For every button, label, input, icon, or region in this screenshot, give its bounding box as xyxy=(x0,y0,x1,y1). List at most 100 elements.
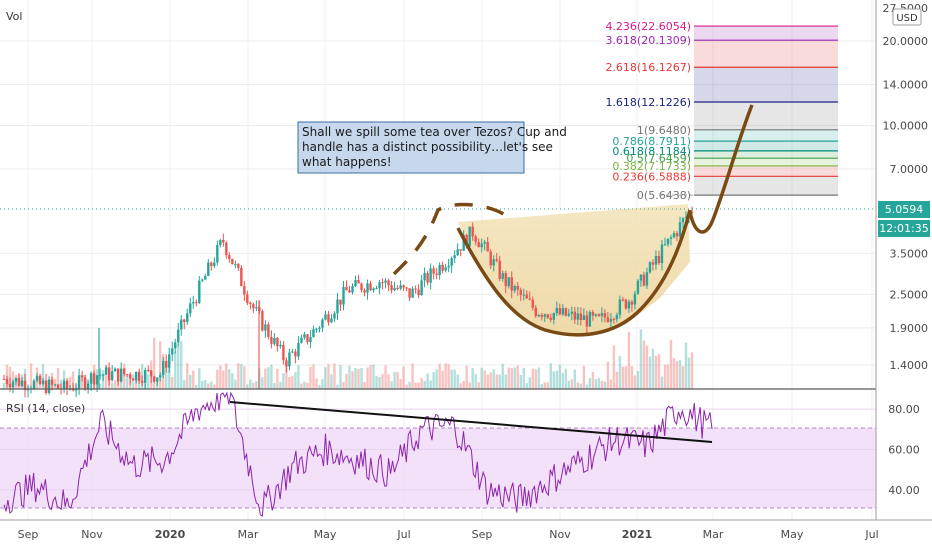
candle-body xyxy=(351,286,354,293)
candle-body xyxy=(252,304,255,309)
price-axis: 27.500020.000014.000010.00007.00003.5000… xyxy=(883,2,929,372)
candle-body xyxy=(378,282,381,289)
currency-badge[interactable]: USD xyxy=(892,8,922,26)
candle-body xyxy=(459,249,462,251)
candle-body xyxy=(225,242,228,256)
candle-body xyxy=(50,379,54,385)
rsi-label: RSI (14, close) xyxy=(6,402,85,415)
candle-body xyxy=(131,378,135,381)
candle-body xyxy=(300,337,303,343)
candle-body xyxy=(168,354,171,368)
candle-body xyxy=(387,280,390,286)
candle-body xyxy=(633,293,637,305)
candle-body xyxy=(339,299,342,305)
candle-body xyxy=(543,314,546,317)
candle-body xyxy=(600,313,604,317)
candle-body xyxy=(642,274,646,286)
candle-body xyxy=(297,342,300,357)
candle-body xyxy=(342,286,345,305)
candle-body xyxy=(399,285,402,289)
candle-body xyxy=(261,311,264,331)
candle-body xyxy=(435,273,438,276)
candle-body xyxy=(279,344,282,347)
candle-body xyxy=(609,318,613,322)
candle-body xyxy=(156,377,159,382)
candle-body xyxy=(627,301,631,309)
candle-body xyxy=(453,255,456,259)
candle-body xyxy=(516,285,519,290)
candle-body xyxy=(396,288,399,290)
annotation-box[interactable]: Shall we spill some tea over Tezos? Cup … xyxy=(297,121,567,174)
candle-body xyxy=(246,294,249,304)
candle-body xyxy=(462,235,465,251)
candle-body xyxy=(426,273,429,283)
rsi-trendline xyxy=(229,401,713,443)
candle-body xyxy=(312,329,315,338)
rsi-line xyxy=(3,391,713,517)
annotation-text: Shall we spill some tea over Tezos? Cup … xyxy=(302,125,567,169)
candle-body xyxy=(636,280,640,294)
fib-level-label: 0(5.6438) xyxy=(637,189,691,202)
candle-body xyxy=(684,217,688,219)
candle-body xyxy=(264,324,267,331)
candle-body xyxy=(555,308,559,314)
candle-body xyxy=(159,375,162,378)
candle-body xyxy=(303,334,306,338)
candle-body xyxy=(438,264,441,276)
price-tick-label: 20.0000 xyxy=(883,35,929,48)
candle-body xyxy=(177,329,180,343)
candle-body xyxy=(80,375,84,378)
candle-body xyxy=(546,314,549,318)
candle-body xyxy=(444,267,447,271)
candle-body xyxy=(144,370,147,383)
candle-body xyxy=(678,222,682,237)
candle-body xyxy=(237,263,240,268)
candle-body xyxy=(468,226,471,247)
candle-body xyxy=(171,348,174,355)
candle-body xyxy=(423,273,426,281)
candle-body xyxy=(83,377,87,389)
candle-body xyxy=(17,378,21,386)
candle-body xyxy=(528,298,531,300)
candle-body xyxy=(570,311,574,314)
candle-body xyxy=(309,337,312,343)
rsi-axis: 80.00 60.00 40.00 xyxy=(888,403,920,497)
candle-body xyxy=(576,313,580,320)
candle-body xyxy=(2,378,6,380)
candle-body xyxy=(324,314,327,320)
candle-body xyxy=(95,375,99,385)
candle-body xyxy=(141,380,144,383)
candle-body xyxy=(327,314,330,323)
candle-body xyxy=(119,368,123,382)
candle-body xyxy=(357,280,360,284)
candle-body xyxy=(513,285,516,291)
fib-level-label: 1(9.6480) xyxy=(637,124,691,137)
candle-body xyxy=(354,280,357,287)
candle-body xyxy=(666,238,670,245)
candle-body xyxy=(147,370,150,372)
candle-body xyxy=(198,280,201,303)
candle-body xyxy=(128,374,132,379)
candle-body xyxy=(180,319,183,330)
price-tick-label: 7.0000 xyxy=(890,163,929,176)
candle-body xyxy=(44,380,48,393)
time-tick-label: Nov xyxy=(549,528,571,541)
candle-body xyxy=(101,374,105,376)
candle-body xyxy=(125,374,129,376)
price-tick-label: 1.4000 xyxy=(890,359,929,372)
candle-body xyxy=(258,307,261,312)
candle-body xyxy=(104,367,108,375)
fib-fills xyxy=(694,26,838,196)
candle-body xyxy=(639,274,643,281)
candle-body xyxy=(567,313,571,316)
candle-body xyxy=(14,378,18,382)
rsi-band xyxy=(0,428,876,508)
candle-body xyxy=(23,380,27,391)
candle-body xyxy=(318,327,321,329)
candle-body xyxy=(561,308,565,315)
time-tick-label: Jul xyxy=(396,528,410,541)
candle-body xyxy=(20,380,24,386)
candle-body xyxy=(552,313,555,320)
candle-body xyxy=(417,289,420,296)
rsi-tick-label: 40.00 xyxy=(888,484,920,497)
